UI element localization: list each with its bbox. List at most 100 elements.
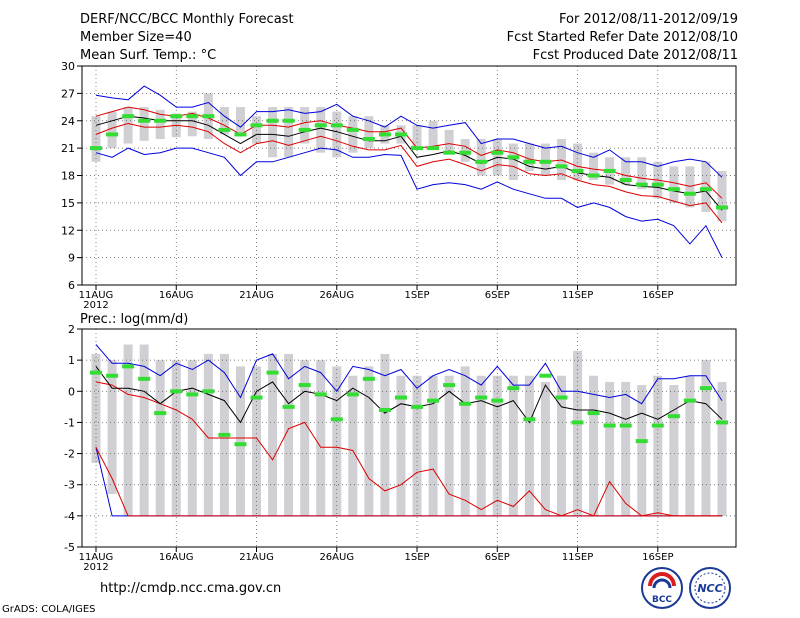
temp-median-day-11 bbox=[250, 123, 263, 128]
prec-box-day-30 bbox=[556, 375, 566, 516]
temp-median-day-5 bbox=[154, 118, 167, 123]
prec-year-label: 2012 bbox=[83, 562, 108, 573]
prec-box-day-25 bbox=[476, 375, 486, 516]
prec-box-day-33 bbox=[605, 381, 615, 516]
bcc-logo: BCC bbox=[641, 567, 683, 609]
prec-xtick-label: 16AUG bbox=[159, 552, 194, 563]
prec-ytick-label: -1 bbox=[64, 416, 75, 429]
prec-box-day-18 bbox=[364, 366, 374, 516]
prec-median-day-4 bbox=[138, 376, 151, 381]
temp-ytick-label: 27 bbox=[61, 87, 75, 100]
temp-median-day-39 bbox=[699, 187, 712, 192]
prec-box-day-22 bbox=[428, 375, 438, 516]
temp-frame bbox=[81, 65, 737, 286]
prec-median-day-14 bbox=[298, 383, 311, 388]
prec-box-day-23 bbox=[444, 375, 454, 516]
prec-box-day-27 bbox=[508, 375, 518, 516]
bcc-logo-text: BCC bbox=[652, 595, 672, 605]
temp-median-day-7 bbox=[186, 114, 199, 119]
temp-median-day-2 bbox=[106, 132, 119, 137]
temp-box-day-25 bbox=[476, 139, 486, 176]
prec-xtick-label: 1SEP bbox=[404, 552, 429, 563]
temp-median-day-3 bbox=[122, 114, 135, 119]
temp-ytick-label: 12 bbox=[61, 224, 75, 237]
prec-median-day-39 bbox=[699, 386, 712, 391]
prec-median-day-3 bbox=[122, 364, 135, 369]
temp-median-day-14 bbox=[298, 127, 311, 132]
prec-outer-upper-line bbox=[95, 344, 723, 405]
prec-median-day-9 bbox=[218, 432, 231, 437]
temp-box-day-23 bbox=[444, 129, 454, 153]
prec-median-day-6 bbox=[170, 389, 183, 394]
prec-box-day-35 bbox=[637, 385, 647, 516]
temp-box-day-10 bbox=[235, 107, 245, 135]
temp-xtick-label: 1SEP bbox=[404, 290, 429, 301]
prec-median-day-19 bbox=[378, 407, 391, 412]
temp-median-day-17 bbox=[346, 127, 359, 132]
prec-median-day-26 bbox=[491, 398, 504, 403]
prec-median-day-16 bbox=[330, 417, 343, 422]
prec-box-day-5 bbox=[155, 360, 165, 516]
temp-box-day-24 bbox=[460, 139, 470, 162]
temp-xtick-label: 16SEP bbox=[642, 290, 673, 301]
temp-box-day-3 bbox=[123, 107, 133, 144]
temp-median-day-25 bbox=[475, 159, 488, 164]
prec-median-day-37 bbox=[667, 414, 680, 419]
temp-median-day-37 bbox=[667, 187, 680, 192]
prec-median-day-35 bbox=[635, 439, 648, 444]
prec-box-day-17 bbox=[348, 375, 358, 516]
temp-median-day-31 bbox=[571, 168, 584, 173]
prec-box-day-37 bbox=[669, 385, 679, 516]
temp-ytick-label: 21 bbox=[61, 142, 75, 155]
temp-year-label: 2012 bbox=[83, 300, 108, 311]
prec-median-day-23 bbox=[443, 383, 456, 388]
prec-median-day-10 bbox=[234, 442, 247, 447]
temp-box-day-34 bbox=[621, 157, 631, 185]
prec-xtick-label: 21AUG bbox=[239, 552, 274, 563]
prec-median-day-2 bbox=[106, 373, 119, 378]
prec-median-day-20 bbox=[394, 395, 407, 400]
temp-median-day-19 bbox=[378, 132, 391, 137]
prec-box-day-3 bbox=[123, 344, 133, 516]
prec-median-day-11 bbox=[250, 395, 263, 400]
prec-median-day-38 bbox=[683, 398, 696, 403]
prec-box-day-34 bbox=[621, 381, 631, 516]
temp-median-day-35 bbox=[635, 182, 648, 187]
temp-box-day-5 bbox=[155, 109, 165, 139]
prec-ytick-label: 2 bbox=[68, 323, 75, 336]
temp-box-day-12 bbox=[268, 107, 278, 158]
prec-box-day-10 bbox=[235, 366, 245, 516]
prec-box-day-40 bbox=[717, 381, 727, 516]
prec-median-day-33 bbox=[603, 423, 616, 428]
temp-xtick-label: 6SEP bbox=[485, 290, 510, 301]
ncc-logo: NCC bbox=[689, 567, 731, 609]
temp-xtick-label: 26AUG bbox=[319, 290, 354, 301]
prec-ensemble-mean-line bbox=[95, 366, 723, 424]
temp-box-day-22 bbox=[428, 120, 438, 149]
temp-box-day-9 bbox=[219, 107, 229, 135]
prec-median-day-8 bbox=[202, 389, 215, 394]
temp-box-day-11 bbox=[252, 116, 262, 144]
prec-box-day-15 bbox=[316, 360, 326, 516]
prec-median-day-1 bbox=[90, 370, 102, 375]
temp-outer-upper-line bbox=[95, 85, 723, 178]
prec-median-day-5 bbox=[154, 411, 167, 416]
temp-median-day-40 bbox=[716, 205, 728, 210]
temp-median-day-23 bbox=[443, 150, 456, 155]
temp-box-day-35 bbox=[637, 157, 647, 190]
temp-median-day-36 bbox=[651, 182, 664, 187]
forecast-started-label: Fcst Started Refer Date 2012/08/10 bbox=[506, 30, 738, 45]
temp-median-day-8 bbox=[202, 114, 215, 119]
prec-panel: 2 1 0 -1 -2 -3 -4 -5 11AUG 16AUG 21AUG 26AUG 1SEP 6SE… bbox=[64, 312, 737, 573]
forecast-produced-label: Fcst Produced Date 2012/08/11 bbox=[532, 48, 738, 63]
prec-xtick-label: 16SEP bbox=[642, 552, 673, 563]
temp-median-day-1 bbox=[90, 146, 102, 151]
prec-box-day-39 bbox=[701, 360, 711, 516]
prec-median-day-31 bbox=[571, 420, 584, 425]
prec-panel-title: Prec.: log(mm/d) bbox=[80, 312, 188, 327]
prec-box-day-12 bbox=[268, 353, 278, 516]
temp-median-day-4 bbox=[138, 118, 151, 123]
temp-median-day-18 bbox=[362, 137, 375, 141]
temp-median-day-24 bbox=[459, 150, 472, 155]
